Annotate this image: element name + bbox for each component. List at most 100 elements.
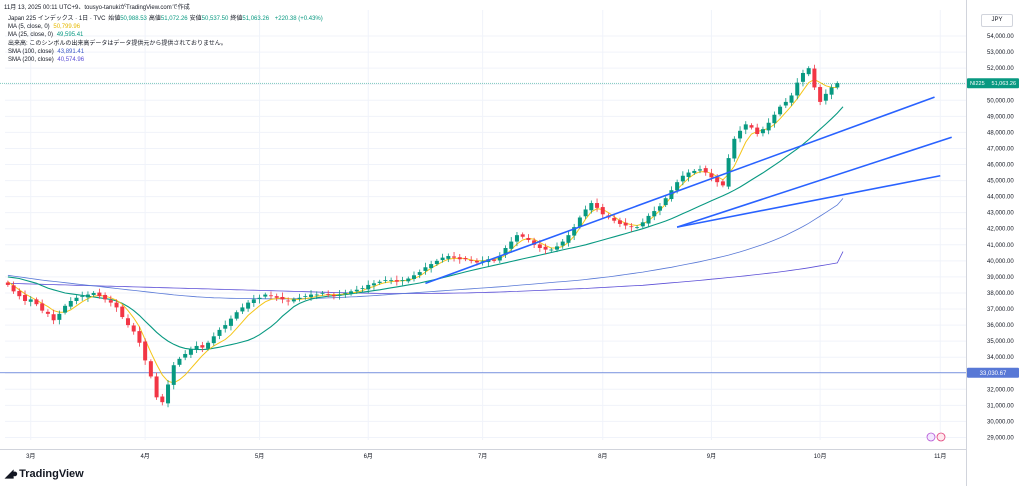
candle-body [274,296,279,298]
candle-body [635,227,640,228]
y-tick-label: 30,000.00 [987,419,1014,425]
candle-body [760,129,765,134]
candle-body [663,198,668,206]
candle-body [389,280,394,281]
tradingview-logo: ◢● TradingView [5,467,84,481]
candle-body [114,302,119,308]
x-tick-label: 9月 [707,453,716,460]
candle-body [675,182,680,191]
candle-body [309,294,314,297]
candle-body [497,256,502,261]
candle-body [503,248,508,255]
currency-button[interactable]: JPY [981,14,1013,27]
last-price-label: 51,063.26 [992,81,1016,87]
candle-body [789,95,794,103]
candle-body [463,258,468,260]
candle-body [394,280,399,282]
candle-body [657,206,662,211]
legend-ma5[interactable]: MA (5, close, 0) 50,799.96 [8,23,323,31]
sma100-line [7,198,844,300]
candle-body [194,345,199,350]
legend-ma25[interactable]: MA (25, close, 0) 49,595.41 [8,31,323,39]
candle-body [91,292,96,295]
candle-body [400,280,405,281]
candle-body [34,299,39,305]
y-tick-label: 40,000.00 [987,259,1014,265]
candle-body [160,396,165,403]
candle-body [526,237,531,240]
candle-body [537,244,542,249]
candle-body [417,272,422,275]
candle-body [577,217,582,227]
candle-body [177,358,182,365]
candle-body [120,306,125,318]
tradingview-logo-icon: ◢● [5,468,18,480]
symbol-badge-label: NI225 [970,81,985,87]
candle-body [715,177,720,183]
ma25-line [7,106,844,351]
x-tick-label: 11月 [934,453,946,460]
candle-body [452,256,457,258]
y-tick-label: 37,000.00 [987,307,1014,313]
candle-body [595,203,600,208]
ma25-label: MA (25, close, 0) [8,32,54,39]
y-tick-label: 50,000.00 [987,98,1014,104]
y-tick-label: 38,000.00 [987,291,1014,297]
candle-body [823,93,828,101]
y-tick-label: 44,000.00 [987,195,1014,201]
brand-name: TradingView [19,467,84,480]
candle-body [131,325,136,332]
y-tick-label: 48,000.00 [987,130,1014,136]
candle-body [583,209,588,217]
candle-body [446,256,451,259]
candle-body [240,307,245,312]
ohlc-value: 51,063.26 [242,16,270,22]
candle-body [720,181,725,186]
trend-line [425,96,935,285]
candle-body [829,87,834,95]
candle-body [532,240,537,245]
candle-body [97,292,102,297]
candle-body [572,227,577,236]
y-tick-label: 35,000.00 [987,339,1014,345]
legend-sma100[interactable]: SMA (100, close) 43,891.41 [8,48,323,56]
candle-body [45,311,50,314]
dividend-event-icon[interactable] [936,432,946,442]
trend-line [676,136,952,228]
sma200-value: 40,574.96 [57,57,85,64]
candle-body [217,329,222,336]
ohlc-value: 50,988.53 [120,16,147,22]
candle-body [812,68,817,88]
candle-body [492,259,497,261]
y-tick-label: 47,000.00 [987,146,1014,152]
candle-body [349,291,354,294]
candle-body [143,341,148,361]
chart-legend: Japan 225 インデックス · 1日 · TVC 始値50,988.53 高… [8,15,323,64]
candle-body [383,280,388,281]
candle-body [74,297,79,301]
candle-body [474,260,479,263]
candle-body [314,294,319,296]
candle-body [23,294,28,301]
trend-line [676,174,941,228]
candle-body [680,175,685,182]
candle-body [560,241,565,246]
candle-body [108,300,113,303]
candle-body [268,295,273,297]
candle-body [11,285,16,292]
y-tick-label: 41,000.00 [987,243,1014,249]
candle-body [17,290,22,297]
candle-body [520,234,525,237]
candle-body [469,260,474,261]
candle-body [703,168,708,173]
legend-sma200[interactable]: SMA (200, close) 40,574.96 [8,56,323,64]
candle-body [371,283,376,286]
candle-body [800,72,805,82]
candle-body [440,257,445,261]
earnings-event-icon[interactable] [926,432,936,442]
candle-body [40,303,45,311]
candle-body [732,138,737,159]
candle-body [629,226,634,228]
candle-body [246,302,251,309]
